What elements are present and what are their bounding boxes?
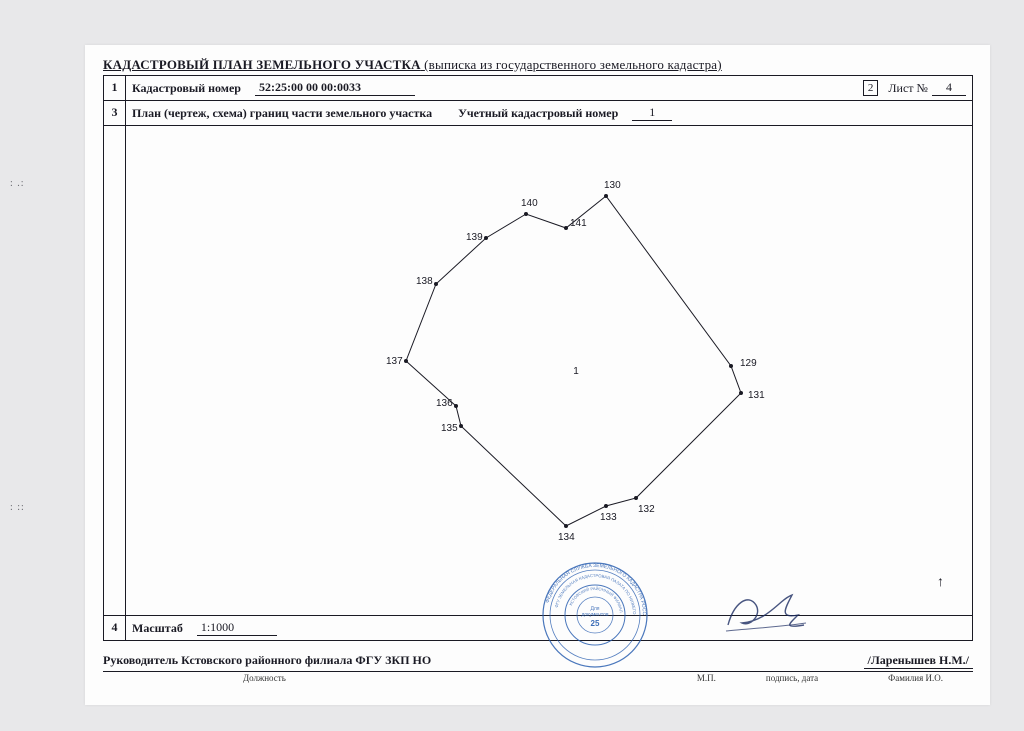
cap-mp: М.П. (697, 673, 716, 683)
row-num: 3 (104, 101, 126, 125)
svg-text:129: 129 (740, 358, 757, 369)
cadastral-value: 52:25:00 00 00:0033 (255, 80, 415, 96)
cadastral-label: Кадастровый номер (132, 81, 241, 96)
title-main: КАДАСТРОВЫЙ ПЛАН ЗЕМЕЛЬНОГО УЧАСТКА (103, 57, 421, 72)
cap-position: Должность (243, 673, 286, 683)
footer: Руководитель Кстовского районного филиал… (103, 653, 973, 683)
svg-text:136: 136 (436, 398, 453, 409)
row-plan-header: 3 План (чертеж, схема) границ части земе… (104, 101, 972, 126)
svg-text:134: 134 (558, 532, 575, 543)
document-title: КАДАСТРОВЫЙ ПЛАН ЗЕМЕЛЬНОГО УЧАСТКА (вып… (103, 57, 722, 73)
svg-text:132: 132 (638, 504, 655, 515)
svg-text:1: 1 (573, 366, 579, 377)
north-arrow-icon: ↑ (937, 575, 944, 591)
title-sub: (выписка из государственного земельного … (424, 57, 722, 72)
cap-sign: подпись, дата (766, 673, 818, 683)
svg-text:133: 133 (600, 512, 617, 523)
svg-text:135: 135 (441, 423, 458, 434)
row-scale: 4 Масштаб 1:1000 (104, 616, 972, 640)
punch-hole: : .: (10, 178, 25, 189)
svg-text:130: 130 (604, 180, 621, 191)
main-frame: 1 Кадастровый номер 52:25:00 00 00:0033 … (103, 75, 973, 641)
svg-text:131: 131 (748, 390, 765, 401)
plan-label: План (чертеж, схема) границ части земель… (132, 106, 432, 121)
svg-text:138: 138 (416, 276, 433, 287)
plot-area: 1301411401391381371361351341331321311291… (104, 126, 972, 616)
svg-text:140: 140 (521, 198, 538, 209)
cap-fio: Фамилия И.О. (888, 673, 943, 683)
scale-value: 1:1000 (197, 620, 277, 636)
scale-label: Масштаб (132, 621, 183, 636)
punch-hole: : :: (10, 502, 25, 513)
row-num: 1 (104, 76, 126, 100)
row-cadastral-number: 1 Кадастровый номер 52:25:00 00 00:0033 … (104, 76, 972, 101)
document-sheet: КАДАСТРОВЫЙ ПЛАН ЗЕМЕЛЬНОГО УЧАСТКА (вып… (85, 45, 990, 705)
footer-name: /Ларенышев Н.М./ (864, 653, 974, 669)
sheet-label: Лист № (888, 81, 928, 96)
svg-text:141: 141 (570, 218, 587, 229)
row-num: 4 (104, 616, 126, 640)
sheet-value: 4 (932, 80, 966, 96)
svg-text:139: 139 (466, 232, 483, 243)
sheet-box: 2 (863, 80, 879, 96)
cadastral-plot-diagram: 130 141 140 139 138 137 136 135 134 133 132 131 129 1 (126, 126, 974, 616)
footer-position: Руководитель Кстовского районного филиал… (103, 653, 431, 669)
account-label: Учетный кадастровый номер (458, 106, 618, 121)
sheet-number-group: 2 Лист № 4 (863, 80, 966, 96)
account-value: 1 (632, 105, 672, 121)
svg-text:137: 137 (386, 356, 403, 367)
